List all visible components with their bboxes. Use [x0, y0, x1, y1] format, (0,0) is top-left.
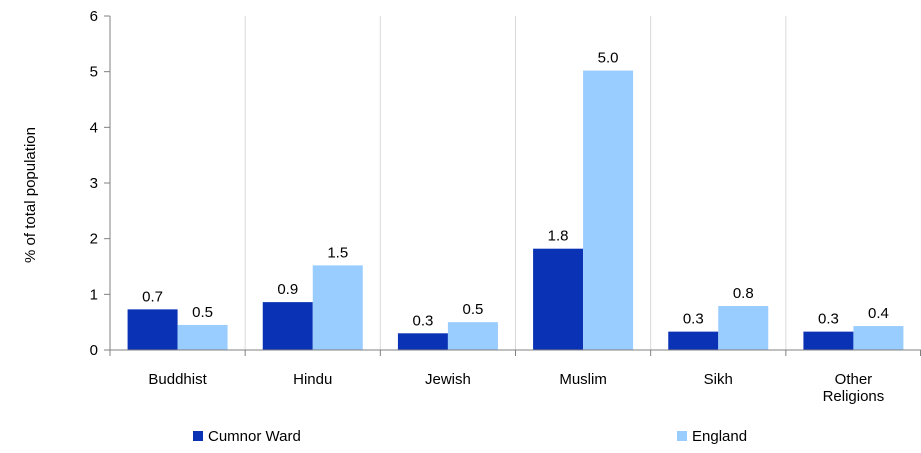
bar — [803, 331, 854, 350]
bar — [312, 265, 363, 350]
data-label: 0.3 — [683, 311, 704, 328]
data-label: 5.0 — [598, 50, 619, 67]
y-tick-label: 5 — [90, 64, 98, 81]
category-label: Other — [835, 371, 873, 388]
legend-swatch — [193, 431, 203, 441]
legend-swatch — [677, 431, 687, 441]
y-tick-label: 2 — [90, 231, 98, 248]
y-tick-label: 1 — [90, 286, 98, 303]
bars — [127, 70, 904, 350]
data-label: 1.5 — [327, 244, 348, 261]
labels: 0 1 2 3 4 5 6 0.7 0.5 Buddhist 0.9 1.5 Hindu 0.3 0.5 Je… — [90, 8, 889, 405]
data-label: 1.8 — [548, 228, 569, 245]
data-label: 0.9 — [277, 281, 298, 298]
bar — [447, 322, 498, 350]
y-tick-label: 6 — [90, 8, 98, 25]
data-label: 0.4 — [868, 305, 889, 322]
data-label: 0.8 — [733, 285, 754, 302]
grid-lines — [244, 16, 787, 350]
y-tick-label: 0 — [90, 342, 98, 359]
data-label: 0.5 — [462, 301, 483, 318]
y-tick-label: 3 — [90, 175, 98, 192]
category-label: Sikh — [704, 371, 733, 388]
y-axis-title: % of total population — [22, 127, 39, 263]
data-label: 0.3 — [412, 312, 433, 329]
bar — [397, 333, 448, 350]
category-label: Muslim — [559, 371, 607, 388]
data-label: 0.3 — [818, 311, 839, 328]
y-tick-label: 4 — [90, 119, 98, 136]
legend-label: England — [692, 428, 747, 445]
bar — [668, 331, 719, 350]
category-label: Jewish — [425, 371, 471, 388]
category-label: Hindu — [293, 371, 332, 388]
category-label: Religions — [823, 388, 885, 405]
bar — [533, 248, 584, 350]
bar — [262, 302, 313, 350]
axes — [104, 15, 921, 356]
data-label: 0.7 — [142, 288, 163, 305]
category-label: Buddhist — [148, 371, 207, 388]
bar — [718, 306, 769, 350]
legend: Cumnor Ward England — [193, 428, 747, 445]
bar — [853, 326, 904, 350]
data-label: 0.5 — [192, 304, 213, 321]
bar — [127, 309, 178, 350]
bar — [177, 324, 228, 350]
legend-label: Cumnor Ward — [208, 428, 301, 445]
bar — [583, 70, 634, 350]
